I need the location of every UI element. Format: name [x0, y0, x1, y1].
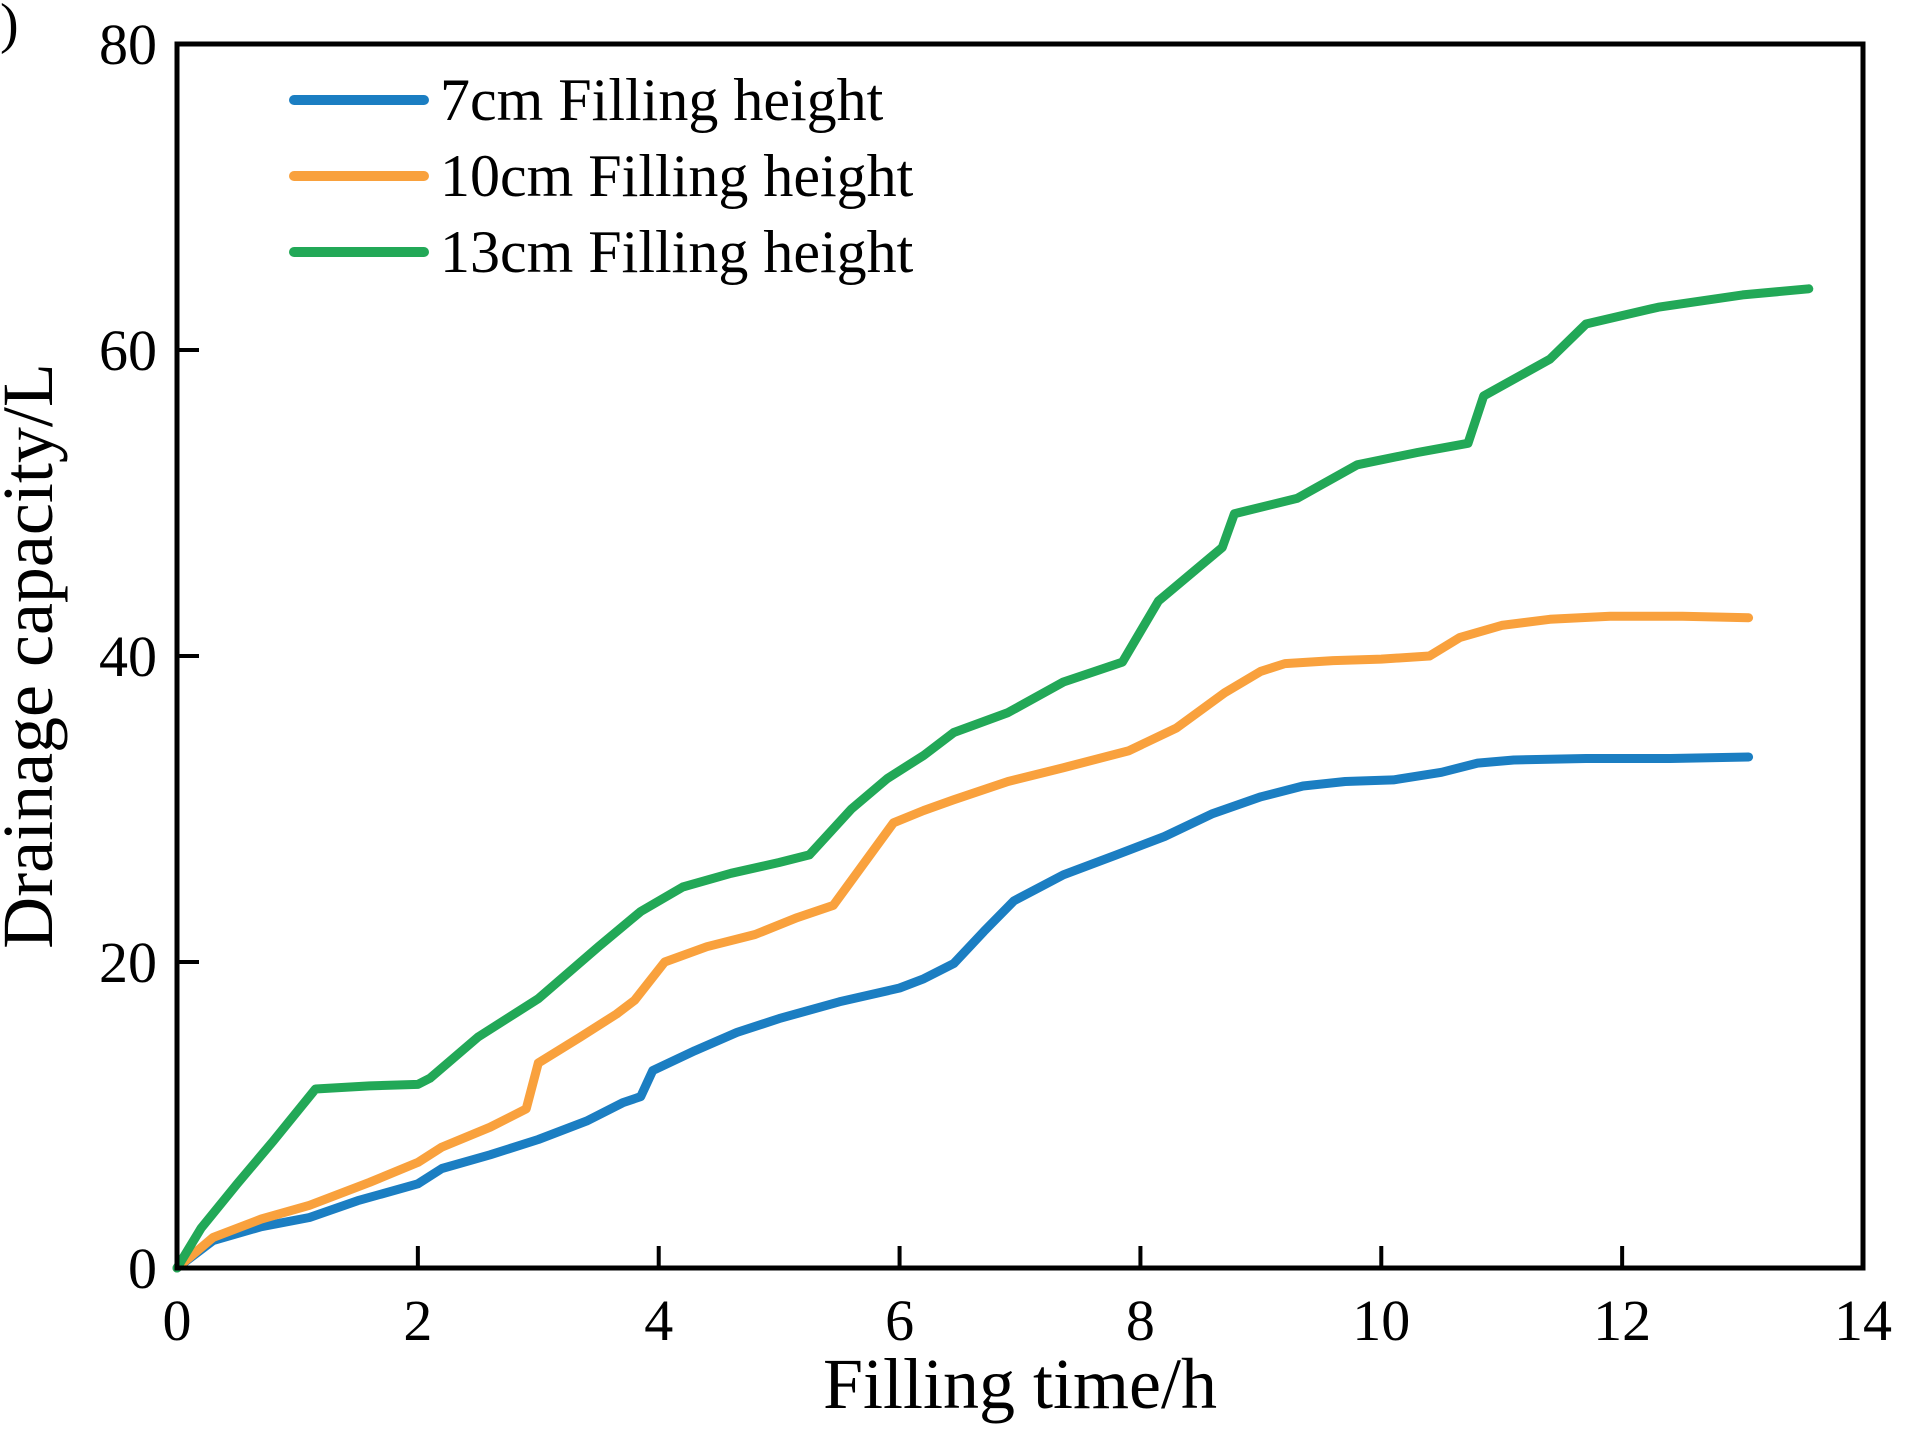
- x-tick-label: 6: [885, 1288, 914, 1353]
- x-tick-label: 14: [1834, 1288, 1892, 1353]
- series-layer: [172, 284, 1814, 1273]
- legend-label-7cm-filling-height: 7cm Filling height: [440, 67, 884, 133]
- x-tick-label: 8: [1126, 1288, 1155, 1353]
- cropped-panel-label: ): [0, 0, 19, 55]
- y-tick-label: 40: [99, 624, 157, 689]
- y-tick-label: 0: [128, 1236, 157, 1301]
- x-tick-label: 0: [163, 1288, 192, 1353]
- series-line-7cm-filling-height: [172, 752, 1754, 1273]
- x-tick-label: 12: [1593, 1288, 1651, 1353]
- x-tick-label: 2: [403, 1288, 432, 1353]
- legend-label-13cm-filling-height: 13cm Filling height: [440, 219, 914, 285]
- series-line-10cm-filling-height: [172, 611, 1754, 1273]
- legend-label-10cm-filling-height: 10cm Filling height: [440, 143, 914, 209]
- y-tick-label: 20: [99, 930, 157, 995]
- plot-border: [174, 41, 1866, 1271]
- x-axis-title: Filling time/h: [823, 1344, 1217, 1424]
- y-axis-title: Drainage capacity/L: [0, 363, 68, 949]
- x-tick-label: 10: [1352, 1288, 1410, 1353]
- axes-layer: 0 2 4 6 8 10 12 14 0 20 40 60 80: [99, 12, 1892, 1353]
- y-tick-label: 80: [99, 12, 157, 77]
- x-tick-label: 4: [644, 1288, 673, 1353]
- y-tick-label: 60: [99, 318, 157, 383]
- legend: 7cm Filling height 10cm Filling height 13c…: [289, 67, 914, 285]
- series-line-13cm-filling-height: [172, 284, 1814, 1273]
